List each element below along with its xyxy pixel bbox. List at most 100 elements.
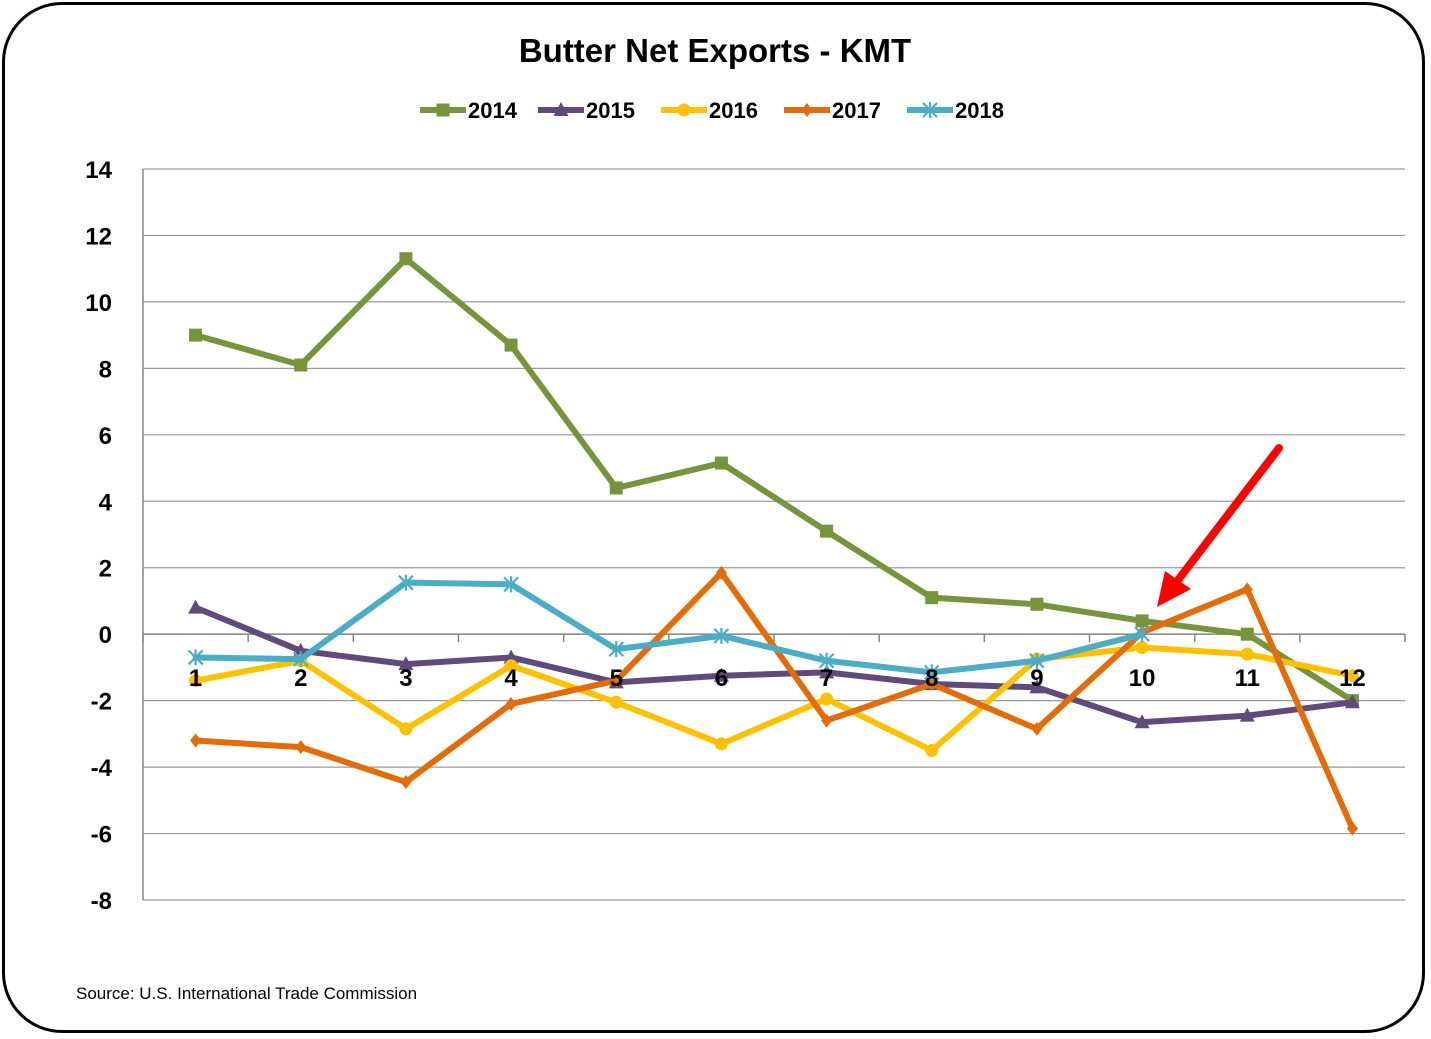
data-point (820, 524, 834, 538)
data-point (1029, 652, 1045, 669)
data-point (503, 649, 519, 664)
data-point (923, 664, 940, 681)
x-tick-label: 11 (1235, 665, 1260, 692)
y-tick-label: 14 (85, 157, 112, 184)
series-2016 (189, 640, 1359, 757)
data-point (609, 481, 623, 495)
x-tick-label: 3 (399, 665, 412, 692)
data-point (1134, 714, 1150, 729)
data-point (1134, 626, 1150, 643)
legend: 2014 2015 2016 2017 2018 (420, 98, 1004, 123)
data-point (801, 103, 813, 117)
data-point (610, 673, 622, 688)
y-tick-label: -8 (91, 888, 112, 915)
y-tick-label: 4 (99, 489, 113, 516)
legend-item-2016: 2016 (661, 98, 758, 123)
y-tick-label: 0 (99, 622, 112, 649)
data-point (504, 659, 518, 673)
series-2015 (188, 599, 1360, 729)
data-point (398, 656, 414, 671)
data-point (1239, 707, 1255, 722)
data-point (1031, 721, 1043, 736)
x-tick-label: 1 (189, 665, 202, 692)
legend-label: 2016 (709, 98, 758, 123)
data-point (1241, 582, 1253, 597)
data-point (504, 338, 518, 352)
data-point (1030, 597, 1044, 611)
data-point (713, 667, 729, 682)
data-point (1346, 821, 1358, 836)
source-note: Source: U.S. International Trade Commiss… (76, 984, 417, 1003)
data-point (609, 695, 623, 709)
legend-label: 2015 (586, 98, 635, 123)
series-line (192, 604, 1356, 726)
data-point (677, 103, 691, 117)
arrow-shaft (1171, 444, 1283, 588)
data-point (925, 591, 939, 605)
legend-item-2017: 2017 (784, 98, 881, 123)
y-tick-label: 6 (99, 423, 112, 450)
data-point (189, 674, 203, 688)
data-point (922, 102, 938, 118)
data-point (295, 740, 307, 755)
x-tick-label: 2 (294, 665, 307, 692)
legend-label: 2017 (832, 98, 881, 123)
x-tick-label: 4 (504, 665, 518, 692)
y-tick-label: -4 (91, 755, 113, 782)
y-tick-label: 8 (99, 356, 112, 383)
data-point (714, 456, 728, 470)
data-point (926, 677, 938, 692)
data-point (553, 102, 569, 116)
annotation-arrow (1157, 444, 1283, 607)
y-tick-label: -2 (91, 689, 112, 716)
data-point (821, 713, 833, 728)
x-tick-label: 6 (715, 665, 728, 692)
arrow-head (1157, 571, 1191, 607)
data-point (1240, 627, 1254, 641)
x-tick-label: 8 (925, 665, 938, 692)
data-point (436, 103, 450, 117)
data-point (188, 599, 204, 614)
y-tick-label: -6 (91, 822, 112, 849)
data-point (1240, 647, 1254, 661)
x-tick-label: 7 (820, 665, 833, 692)
data-point (400, 775, 412, 790)
data-point (820, 692, 834, 706)
data-point (190, 733, 202, 748)
data-point (1029, 679, 1045, 694)
gridlines (143, 168, 1405, 901)
x-tick-label: 5 (610, 665, 623, 692)
chart-title: Butter Net Exports - KMT (519, 32, 911, 69)
data-point (714, 737, 728, 751)
data-point (292, 651, 309, 668)
data-point (294, 358, 308, 372)
data-point (713, 627, 730, 644)
y-tick-label: 2 (99, 556, 112, 583)
data-point (925, 743, 939, 757)
data-point (399, 722, 413, 736)
data-point (1345, 669, 1359, 683)
y-tick-label: 10 (85, 290, 112, 317)
series-line (192, 644, 1356, 754)
data-point (187, 649, 204, 666)
data-point (1135, 640, 1149, 654)
legend-item-2018: 2018 (907, 98, 1004, 123)
data-point (398, 574, 414, 591)
data-point (715, 565, 727, 580)
data-point (1135, 614, 1149, 628)
data-point (819, 664, 835, 679)
data-point (505, 696, 517, 711)
axes (142, 169, 1406, 900)
x-tick-label: 10 (1129, 665, 1156, 692)
y-tick-labels: 14 12 10 8 6 4 2 0 -2 -4 -6 -8 (85, 157, 112, 915)
x-tick-label: 9 (1030, 665, 1043, 692)
legend-item-2014: 2014 (420, 98, 518, 123)
data-point (608, 641, 625, 658)
series-2018 (187, 574, 1150, 681)
legend-label: 2018 (955, 98, 1004, 123)
data-point (1344, 694, 1360, 709)
x-tick-label: 12 (1339, 665, 1366, 692)
data-point (503, 576, 519, 593)
